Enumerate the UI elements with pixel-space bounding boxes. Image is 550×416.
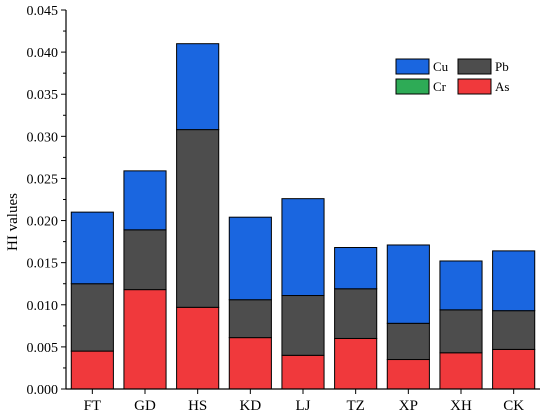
- bar-xh-cu: [439, 260, 483, 311]
- y-tick-label: 0.020: [27, 215, 59, 230]
- y-tick-label: 0.025: [27, 172, 59, 187]
- x-tick-label-xp: XP: [399, 398, 418, 414]
- y-tick-label: 0.030: [27, 130, 59, 145]
- x-tick-label-ft: FT: [84, 398, 102, 414]
- bar-ck-pb: [492, 310, 536, 350]
- legend-label-cu: Cu: [433, 59, 449, 74]
- bar-xh-as: [439, 352, 483, 390]
- legend-swatch-cu: [395, 58, 430, 75]
- bar-xp-as: [386, 359, 430, 390]
- y-tick-label: 0.010: [27, 299, 59, 314]
- bar-kd-pb: [228, 299, 272, 339]
- y-tick-label: 0.000: [27, 383, 59, 398]
- x-tick-label-ck: CK: [503, 398, 524, 414]
- legend: Cu Pb Cr As: [395, 58, 509, 95]
- legend-label-cr: Cr: [433, 79, 447, 94]
- bar-gd-pb: [123, 229, 167, 291]
- bar-lj-cu: [281, 198, 325, 297]
- bar-gd-cu: [123, 170, 167, 231]
- bar-kd-cu: [228, 216, 272, 301]
- axes-layer: 0.000 0.005 0.010 0.015 0.020 0.025 0.030 0.035…: [27, 4, 540, 414]
- x-tick-label-hs: HS: [188, 398, 207, 414]
- bar-kd-as: [228, 337, 272, 390]
- y-tick-label: 0.045: [27, 4, 59, 19]
- x-tick-label-xh: XH: [450, 398, 472, 414]
- y-tick-label: 0.035: [27, 88, 59, 103]
- bar-ft-pb: [70, 283, 114, 352]
- bar-ft-cu: [70, 211, 114, 285]
- x-tick-label-tz: TZ: [347, 398, 365, 414]
- bar-xp-cu: [386, 244, 430, 324]
- bar-ft-as: [70, 350, 114, 390]
- y-tick-label: 0.015: [27, 257, 59, 272]
- bar-lj-pb: [281, 295, 325, 356]
- bar-hs-pb: [176, 129, 220, 308]
- bar-xp-pb: [386, 322, 430, 361]
- bar-gd-as: [123, 289, 167, 390]
- bar-xh-pb: [439, 309, 483, 354]
- bars-layer: [70, 43, 536, 390]
- y-tick-label: 0.040: [27, 46, 59, 61]
- x-tick-label-kd: KD: [239, 398, 261, 414]
- legend-swatch-as: [457, 78, 492, 95]
- x-tick-label-gd: GD: [134, 398, 156, 414]
- bar-ck-as: [492, 348, 536, 390]
- y-axis-title: HI values: [5, 193, 21, 251]
- legend-label-pb: Pb: [495, 59, 509, 74]
- bar-tz-as: [334, 337, 378, 390]
- y-tick-label: 0.005: [27, 341, 59, 356]
- legend-label-as: As: [495, 79, 509, 94]
- legend-swatch-pb: [457, 58, 492, 75]
- bar-lj-as: [281, 354, 325, 390]
- legend-swatch-cr: [395, 78, 430, 95]
- bar-tz-cu: [334, 247, 378, 290]
- bar-hs-cu: [176, 43, 220, 131]
- x-tick-label-lj: LJ: [296, 398, 311, 414]
- bar-hs-as: [176, 306, 220, 390]
- bar-ck-cu: [492, 250, 536, 312]
- bar-tz-pb: [334, 288, 378, 339]
